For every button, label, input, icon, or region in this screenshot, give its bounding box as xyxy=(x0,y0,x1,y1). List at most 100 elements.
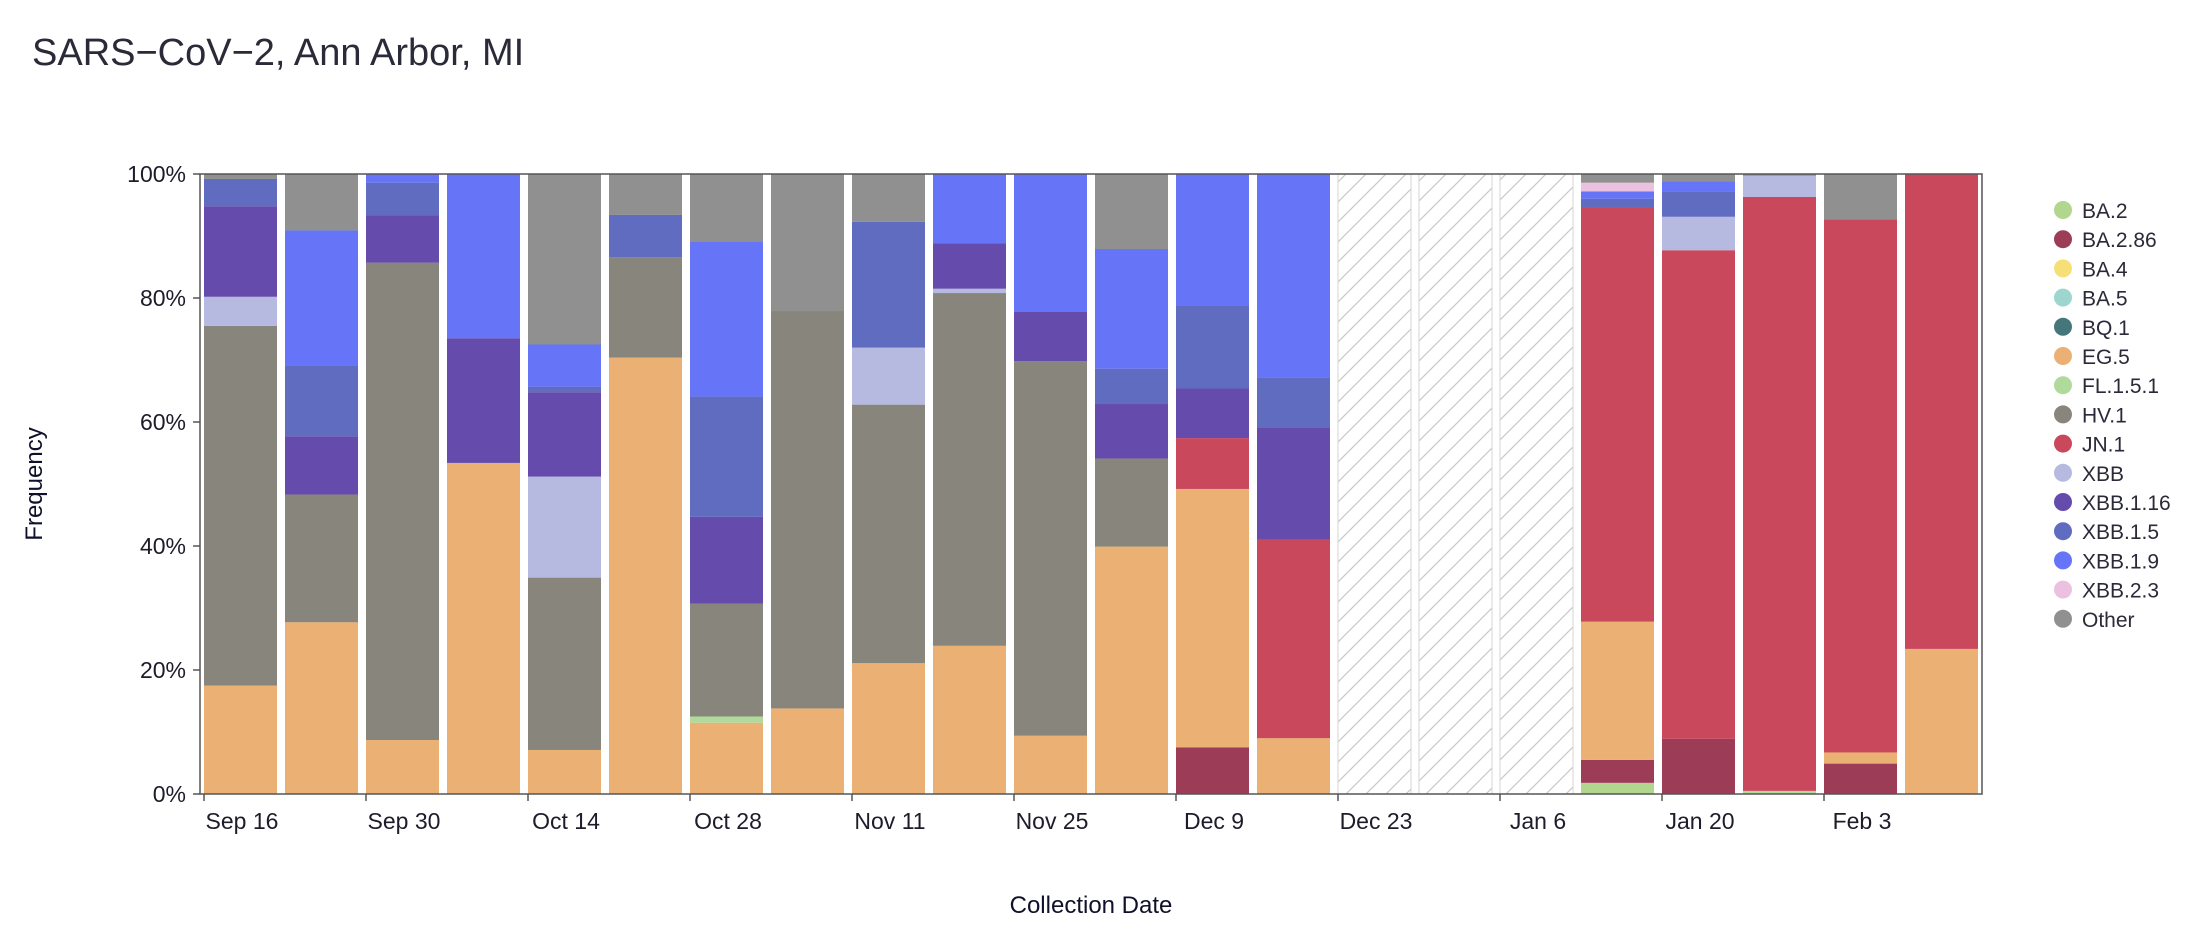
bar-segment-eg-5 xyxy=(528,749,601,794)
bar-segment-eg-5 xyxy=(1014,735,1087,794)
bar-3 xyxy=(447,174,520,794)
y-axis: 0% 20% 40% 60% 80% 100% xyxy=(127,161,200,807)
bar-segment-ba-2-86 xyxy=(1662,738,1735,794)
bar-segment-xbb xyxy=(1662,216,1735,251)
bar-segment-xbb-1-9 xyxy=(1662,181,1735,192)
legend-swatch xyxy=(2054,580,2072,599)
legend-item: XBB.1.16 xyxy=(2054,492,2171,515)
legend-swatch xyxy=(2054,376,2072,395)
bar-segment-other xyxy=(1662,174,1735,182)
legend-swatch xyxy=(2054,201,2072,219)
bar-segment-xbb-1-5 xyxy=(528,386,601,393)
x-tick-label: Sep 16 xyxy=(206,808,279,834)
legend-swatch xyxy=(2054,609,2072,628)
bar-segment-xbb-1-9 xyxy=(285,230,358,366)
legend-swatch xyxy=(2054,288,2072,307)
bar-segment-xbb-1-9 xyxy=(1581,191,1654,199)
bar-segment-hv-1 xyxy=(690,603,763,717)
bar-segment-jn-1 xyxy=(1824,219,1897,753)
bar-segment-eg-5 xyxy=(852,663,925,794)
bar-16 xyxy=(1499,173,1574,795)
legend-item: BA.2 xyxy=(2054,200,2128,223)
bar-segment-other xyxy=(1824,174,1897,220)
bar-segment-xbb-1-9 xyxy=(447,174,520,339)
bar-segment-xbb xyxy=(1743,175,1816,197)
bar-segment-jn-1 xyxy=(1662,250,1735,739)
bar-19 xyxy=(1743,174,1816,794)
legend-swatch xyxy=(2054,259,2072,278)
bar-segment-xbb-1-16 xyxy=(1176,388,1249,439)
bar-segment-ba-2-86 xyxy=(1581,759,1654,783)
bar-0 xyxy=(204,174,277,794)
legend-swatch xyxy=(2054,230,2072,249)
bar-segment-hv-1 xyxy=(285,494,358,623)
bar-14 xyxy=(1337,173,1412,795)
bar-12 xyxy=(1176,174,1249,794)
bar-segment-eg-5 xyxy=(1176,488,1249,748)
bar-segment-jn-1 xyxy=(1581,207,1654,622)
bar-segment-xbb-1-16 xyxy=(1257,427,1330,540)
x-tick-label: Feb 3 xyxy=(1833,808,1892,834)
bar-segment-xbb-1-16 xyxy=(933,243,1006,289)
bar-segment-eg-5 xyxy=(609,357,682,794)
x-tick-label: Jan 6 xyxy=(1510,808,1566,834)
bar-segment-eg-5 xyxy=(366,740,439,794)
bar-segment-other xyxy=(852,174,925,222)
bar-segment-xbb-1-5 xyxy=(1176,305,1249,389)
bar-segment-eg-5 xyxy=(1905,648,1978,794)
legend-label: BA.4 xyxy=(2082,258,2128,281)
bar-segment-xbb-1-16 xyxy=(1095,404,1168,459)
no-data-bar xyxy=(1337,173,1412,795)
bar-segment-xbb-1-5 xyxy=(204,178,277,207)
legend-swatch xyxy=(2054,551,2072,570)
bar-segment-hv-1 xyxy=(852,404,925,664)
y-tick-label: 80% xyxy=(140,285,186,311)
bar-segment-eg-5 xyxy=(1824,752,1897,764)
legend-label: HV.1 xyxy=(2082,404,2127,427)
bar-segment-hv-1 xyxy=(1095,458,1168,547)
legend-label: XBB.2.3 xyxy=(2082,580,2159,603)
x-tick-label: Oct 28 xyxy=(694,808,762,834)
bar-segment-xbb-1-5 xyxy=(366,182,439,216)
legend-item: EG.5 xyxy=(2054,346,2130,369)
bar-segment-xbb-1-9 xyxy=(1014,174,1087,312)
bar-5 xyxy=(609,174,682,794)
legend-label: BA.2 xyxy=(2082,200,2128,223)
legend-item: BA.5 xyxy=(2054,288,2128,311)
x-tick-label: Nov 25 xyxy=(1016,808,1089,834)
legend-label: JN.1 xyxy=(2082,434,2125,457)
bar-segment-other xyxy=(285,174,358,231)
legend-swatch xyxy=(2054,434,2072,453)
legend-swatch xyxy=(2054,463,2072,482)
legend-swatch xyxy=(2054,522,2072,541)
legend-item: Other xyxy=(2054,609,2135,632)
bar-segment-hv-1 xyxy=(771,311,844,709)
legend-label: BA.5 xyxy=(2082,288,2128,311)
legend-swatch xyxy=(2054,405,2072,424)
bar-segment-xbb-1-9 xyxy=(1257,174,1330,378)
legend-label: Other xyxy=(2082,609,2135,632)
bar-6 xyxy=(690,174,763,794)
legend-label: XBB xyxy=(2082,463,2124,486)
bar-segment-fl-1-5-1 xyxy=(690,716,763,723)
bar-segment-xbb-1-9 xyxy=(690,241,763,397)
bar-segment-hv-1 xyxy=(933,293,1006,646)
x-tick-label: Nov 11 xyxy=(854,808,925,834)
bar-segment-xbb-1-9 xyxy=(1095,249,1168,369)
bar-segment-hv-1 xyxy=(528,577,601,750)
bar-7 xyxy=(771,174,844,794)
bar-segment-xbb-1-9 xyxy=(1176,174,1249,306)
bar-15 xyxy=(1418,173,1493,795)
y-tick-label: 20% xyxy=(140,657,186,683)
bar-segment-eg-5 xyxy=(1257,738,1330,794)
bar-segment-xbb-1-16 xyxy=(528,392,601,477)
bar-segment-xbb-1-5 xyxy=(690,396,763,517)
bar-segment-eg-5 xyxy=(771,708,844,794)
no-data-bar xyxy=(1418,173,1493,795)
bar-segment-xbb-1-16 xyxy=(285,436,358,495)
bar-segment-xbb-1-5 xyxy=(1095,368,1168,405)
bar-segment-xbb xyxy=(528,476,601,578)
bar-segment-xbb-1-16 xyxy=(366,215,439,263)
bar-segment-other xyxy=(1581,174,1654,183)
